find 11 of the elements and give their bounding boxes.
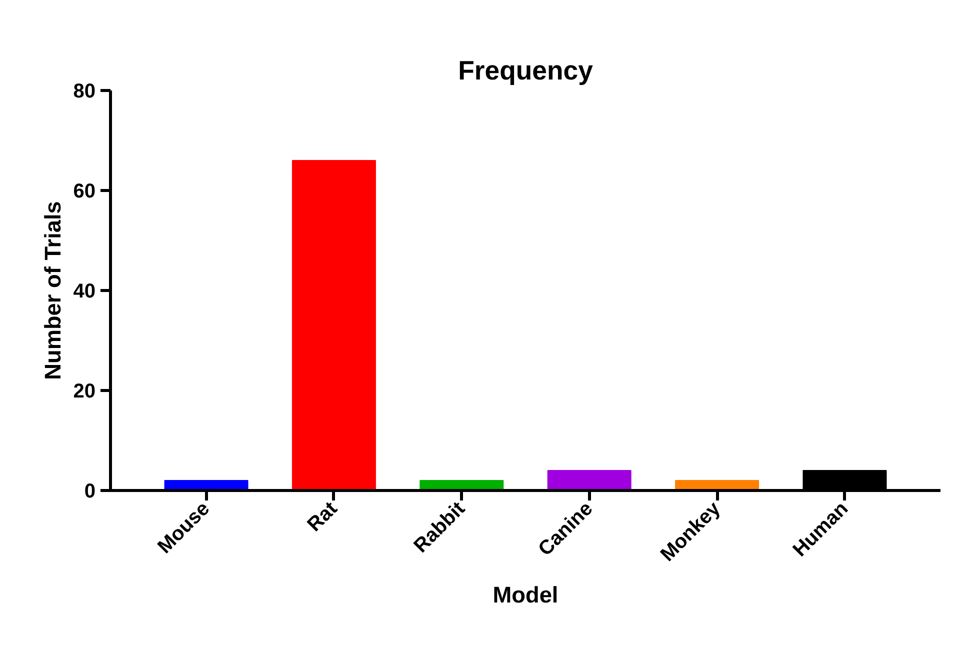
y-tick-label: 60 xyxy=(73,180,96,202)
bar xyxy=(547,470,632,490)
y-axis-title: Number of Trials xyxy=(39,201,66,380)
x-tick-label: Rat xyxy=(303,497,342,536)
y-tick-label: 80 xyxy=(73,80,96,102)
chart-title: Frequency xyxy=(458,56,594,86)
y-tick-label: 20 xyxy=(73,380,96,402)
y-tick-label: 0 xyxy=(84,480,96,502)
y-tick-label: 40 xyxy=(73,280,96,302)
x-axis-title: Model xyxy=(492,582,558,608)
bar xyxy=(292,160,376,490)
